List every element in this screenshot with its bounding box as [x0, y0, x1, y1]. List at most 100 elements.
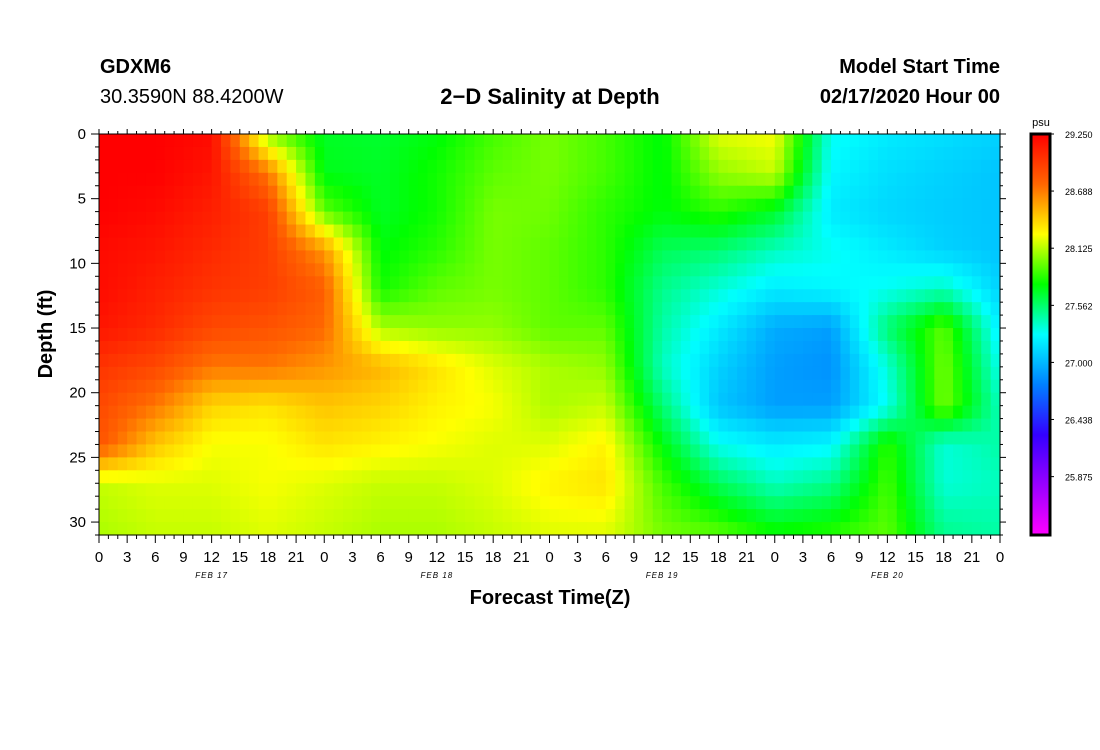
heatmap-cell [577, 483, 588, 497]
heatmap-cell [784, 250, 795, 264]
heatmap-cell [680, 263, 691, 277]
heatmap-cell [277, 496, 288, 510]
heatmap-cell [465, 431, 476, 446]
heatmap-cell [596, 509, 607, 523]
heatmap-cell [755, 405, 766, 420]
heatmap-cell [558, 276, 569, 290]
heatmap-cell [577, 379, 588, 394]
heatmap-cell [446, 457, 457, 471]
heatmap-cell [821, 146, 832, 161]
heatmap-cell [455, 483, 466, 497]
heatmap-cell [530, 366, 541, 381]
heatmap-cell [99, 276, 109, 290]
heatmap-cell [127, 379, 138, 394]
heatmap-cell [633, 263, 644, 277]
heatmap-cell [183, 211, 194, 226]
heatmap-cell [267, 146, 278, 161]
heatmap-cell [286, 237, 297, 252]
heatmap-cell [896, 159, 907, 174]
heatmap-cell [221, 237, 231, 252]
heatmap-cell [821, 405, 832, 420]
heatmap-cell [662, 470, 673, 484]
heatmap-cell [746, 224, 757, 239]
heatmap-cell [821, 379, 832, 394]
heatmap-cell [502, 418, 513, 433]
heatmap-cell [887, 328, 898, 342]
heatmap-cell [906, 522, 917, 536]
heatmap-cell [587, 340, 598, 355]
heatmap-cell [755, 483, 766, 497]
heatmap-cell [258, 509, 269, 523]
heatmap-cell [164, 328, 175, 342]
heatmap-cell [727, 418, 738, 433]
heatmap-cell [174, 224, 185, 239]
heatmap-cell [615, 250, 626, 264]
heatmap-cell [934, 328, 945, 342]
heatmap-cell [690, 185, 701, 200]
heatmap-cell [671, 237, 682, 252]
heatmap-cell [793, 496, 804, 510]
heatmap-cell [221, 276, 231, 290]
heatmap-cell [849, 134, 860, 148]
heatmap-cell [802, 431, 813, 446]
heatmap-cell [211, 522, 222, 536]
heatmap-cell [596, 405, 607, 420]
heatmap-cell [108, 263, 119, 277]
heatmap-cell [493, 444, 504, 458]
heatmap-cell [849, 172, 860, 187]
heatmap-cell [455, 340, 466, 355]
heatmap-cell [305, 172, 316, 187]
heatmap-cell [408, 483, 419, 497]
heatmap-cell [455, 315, 466, 329]
heatmap-cell [502, 198, 513, 213]
heatmap-cell [549, 405, 560, 420]
heatmap-cell [474, 405, 485, 420]
heatmap-cell [389, 237, 400, 252]
heatmap-cell [962, 418, 973, 433]
heatmap-cell [145, 302, 156, 316]
heatmap-cell [361, 146, 372, 161]
heatmap-cell [155, 444, 166, 458]
heatmap-cell [493, 328, 504, 342]
heatmap-cell [192, 496, 203, 510]
heatmap-cell [286, 289, 297, 303]
heatmap-cell [399, 470, 410, 484]
heatmap-cell [521, 315, 532, 329]
heatmap-cell [164, 224, 175, 239]
heatmap-cell [849, 483, 860, 497]
heatmap-cell [202, 353, 213, 368]
heatmap-cell [962, 496, 973, 510]
heatmap-cell [587, 509, 598, 523]
heatmap-cell [418, 211, 429, 226]
heatmap-cell [577, 276, 588, 290]
heatmap-cell [239, 172, 250, 187]
heatmap-cell [680, 172, 691, 187]
heatmap-cell [249, 392, 260, 407]
heatmap-cell [859, 328, 870, 342]
x-tick-label: 15 [457, 549, 474, 566]
heatmap-cell [277, 340, 288, 355]
heatmap-cell [455, 134, 466, 148]
heatmap-cell [774, 289, 785, 303]
heatmap-cell [408, 211, 419, 226]
heatmap-cell [765, 250, 776, 264]
heatmap-cell [530, 302, 541, 316]
heatmap-cell [521, 276, 532, 290]
heatmap-cell [662, 185, 673, 200]
heatmap-cell [99, 134, 109, 148]
heatmap-cell [230, 185, 241, 200]
heatmap-cell [859, 444, 870, 458]
heatmap-cell [953, 483, 964, 497]
heatmap-cell [877, 159, 888, 174]
heatmap-cell [793, 224, 804, 239]
heatmap-cell [343, 134, 354, 148]
heatmap-cell [314, 146, 325, 161]
heatmap-cell [690, 315, 701, 329]
heatmap-cell [699, 302, 710, 316]
heatmap-cell [671, 172, 682, 187]
heatmap-cell [699, 483, 710, 497]
heatmap-cell [971, 250, 982, 264]
heatmap-cell [831, 496, 842, 510]
heatmap-cell [962, 185, 973, 200]
heatmap-cell [389, 457, 400, 471]
